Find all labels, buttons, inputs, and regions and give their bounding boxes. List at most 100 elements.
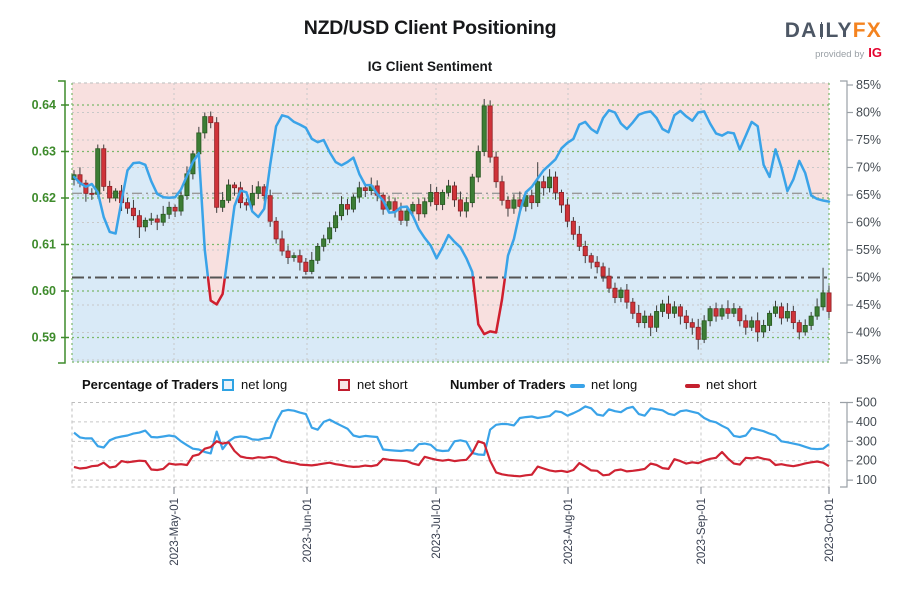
candle: [588, 255, 594, 263]
ig-logo: IG: [868, 45, 882, 60]
candle: [148, 218, 154, 221]
candle: [243, 202, 249, 206]
price-tick-label: 0.64: [32, 98, 56, 112]
percent-tick-label: 55%: [856, 243, 881, 257]
candle: [404, 210, 410, 221]
sentiment-areas: [72, 83, 829, 362]
candle: [130, 207, 136, 217]
candle: [618, 289, 624, 298]
candle: [630, 301, 636, 314]
candle: [576, 233, 582, 247]
candle: [463, 202, 469, 212]
candle: [654, 311, 660, 328]
date-tick-label: 2023-Aug-01: [563, 498, 575, 565]
candle: [309, 259, 315, 272]
candle: [469, 176, 475, 204]
candle: [743, 320, 749, 328]
candle: [446, 185, 452, 193]
candle: [160, 213, 166, 223]
candle: [356, 187, 362, 198]
chart-subtitle: IG Client Sentiment: [367, 59, 493, 74]
candle: [796, 322, 802, 333]
net-long-pct-line: [223, 114, 475, 279]
candle: [154, 218, 160, 223]
candle: [333, 215, 339, 229]
candle: [529, 195, 535, 204]
candle: [279, 238, 285, 252]
area-below-sentiment: [72, 110, 829, 362]
candle: [487, 105, 493, 158]
dailyfx-wordmark: DA LYFX: [784, 19, 882, 42]
price-tick-label: 0.62: [32, 191, 56, 205]
date-tick-label: 2023-Jun-01: [302, 498, 314, 563]
candle: [202, 116, 208, 134]
legend-num-net-short: net short: [706, 377, 757, 392]
percent-axis: 85% 80% 75% 70% 65% 60% 55% 50% 45% 40% 35%: [840, 78, 881, 367]
candle: [683, 315, 689, 324]
candle: [713, 308, 719, 317]
candle: [689, 322, 695, 328]
candle: [547, 176, 553, 189]
price-tick-label: 0.60: [32, 284, 56, 298]
candle: [737, 308, 743, 322]
net-long-line-icon: [570, 384, 585, 388]
candle: [350, 196, 356, 210]
legend-pct-net-short: net short: [357, 377, 408, 392]
candle: [535, 181, 541, 204]
count-tick-label: 500: [856, 396, 877, 410]
candle: [701, 320, 707, 340]
candle: [612, 287, 618, 298]
candle: [398, 210, 404, 221]
candle: [208, 116, 214, 124]
candle: [594, 261, 600, 268]
candle: [475, 151, 481, 178]
legend-percentage-of-traders: Percentage of Traders: [82, 377, 219, 392]
candle: [386, 201, 392, 210]
candle: [339, 204, 345, 217]
candle: [196, 132, 202, 155]
count-tick-label: 100: [856, 473, 877, 487]
net-short-swatch-icon: [338, 379, 350, 391]
candle: [553, 176, 559, 193]
percent-tick-label: 60%: [856, 216, 881, 230]
candle: [255, 186, 261, 194]
percent-tick-label: 70%: [856, 161, 881, 175]
percent-tick-label: 85%: [856, 78, 881, 92]
gridlines: [71, 82, 830, 363]
candle: [570, 220, 576, 235]
candle: [731, 308, 737, 314]
candle: [178, 195, 184, 212]
candle: [428, 192, 434, 203]
candle: [790, 311, 796, 324]
candlesticks: [71, 98, 832, 350]
num-net-long-line: [73, 405, 830, 456]
candle: [113, 190, 119, 199]
date-tick-label: 2023-Jul-01: [431, 498, 443, 559]
candle: [820, 292, 826, 308]
candle: [440, 192, 446, 205]
legend-pct-net-long: net long: [241, 377, 288, 392]
candle: [321, 238, 327, 247]
candle: [83, 182, 89, 194]
count-tick-label: 200: [856, 454, 877, 468]
num-net-short-line: [73, 440, 830, 478]
net-long-swatch-icon: [222, 379, 234, 391]
candle: [642, 315, 648, 324]
percent-tick-label: 80%: [856, 106, 881, 120]
candle: [636, 312, 642, 324]
candle: [671, 306, 677, 314]
candle: [725, 308, 731, 314]
candle: [416, 204, 422, 215]
net-short-pct-line: [471, 276, 507, 336]
candle: [267, 195, 273, 222]
dailyfx-logo: DA LYFX provided by IG: [785, 20, 882, 60]
candle: [214, 122, 220, 208]
candle: [136, 215, 142, 228]
candle: [297, 255, 303, 263]
candle: [695, 326, 701, 340]
date-axis: 2023-May-01 2023-Jun-01 2023-Jul-01 2023-Au…: [169, 487, 836, 566]
candle: [315, 245, 321, 261]
net-short-pct-line: [206, 276, 227, 306]
page-title: NZD/USD Client Positioning: [303, 17, 557, 39]
